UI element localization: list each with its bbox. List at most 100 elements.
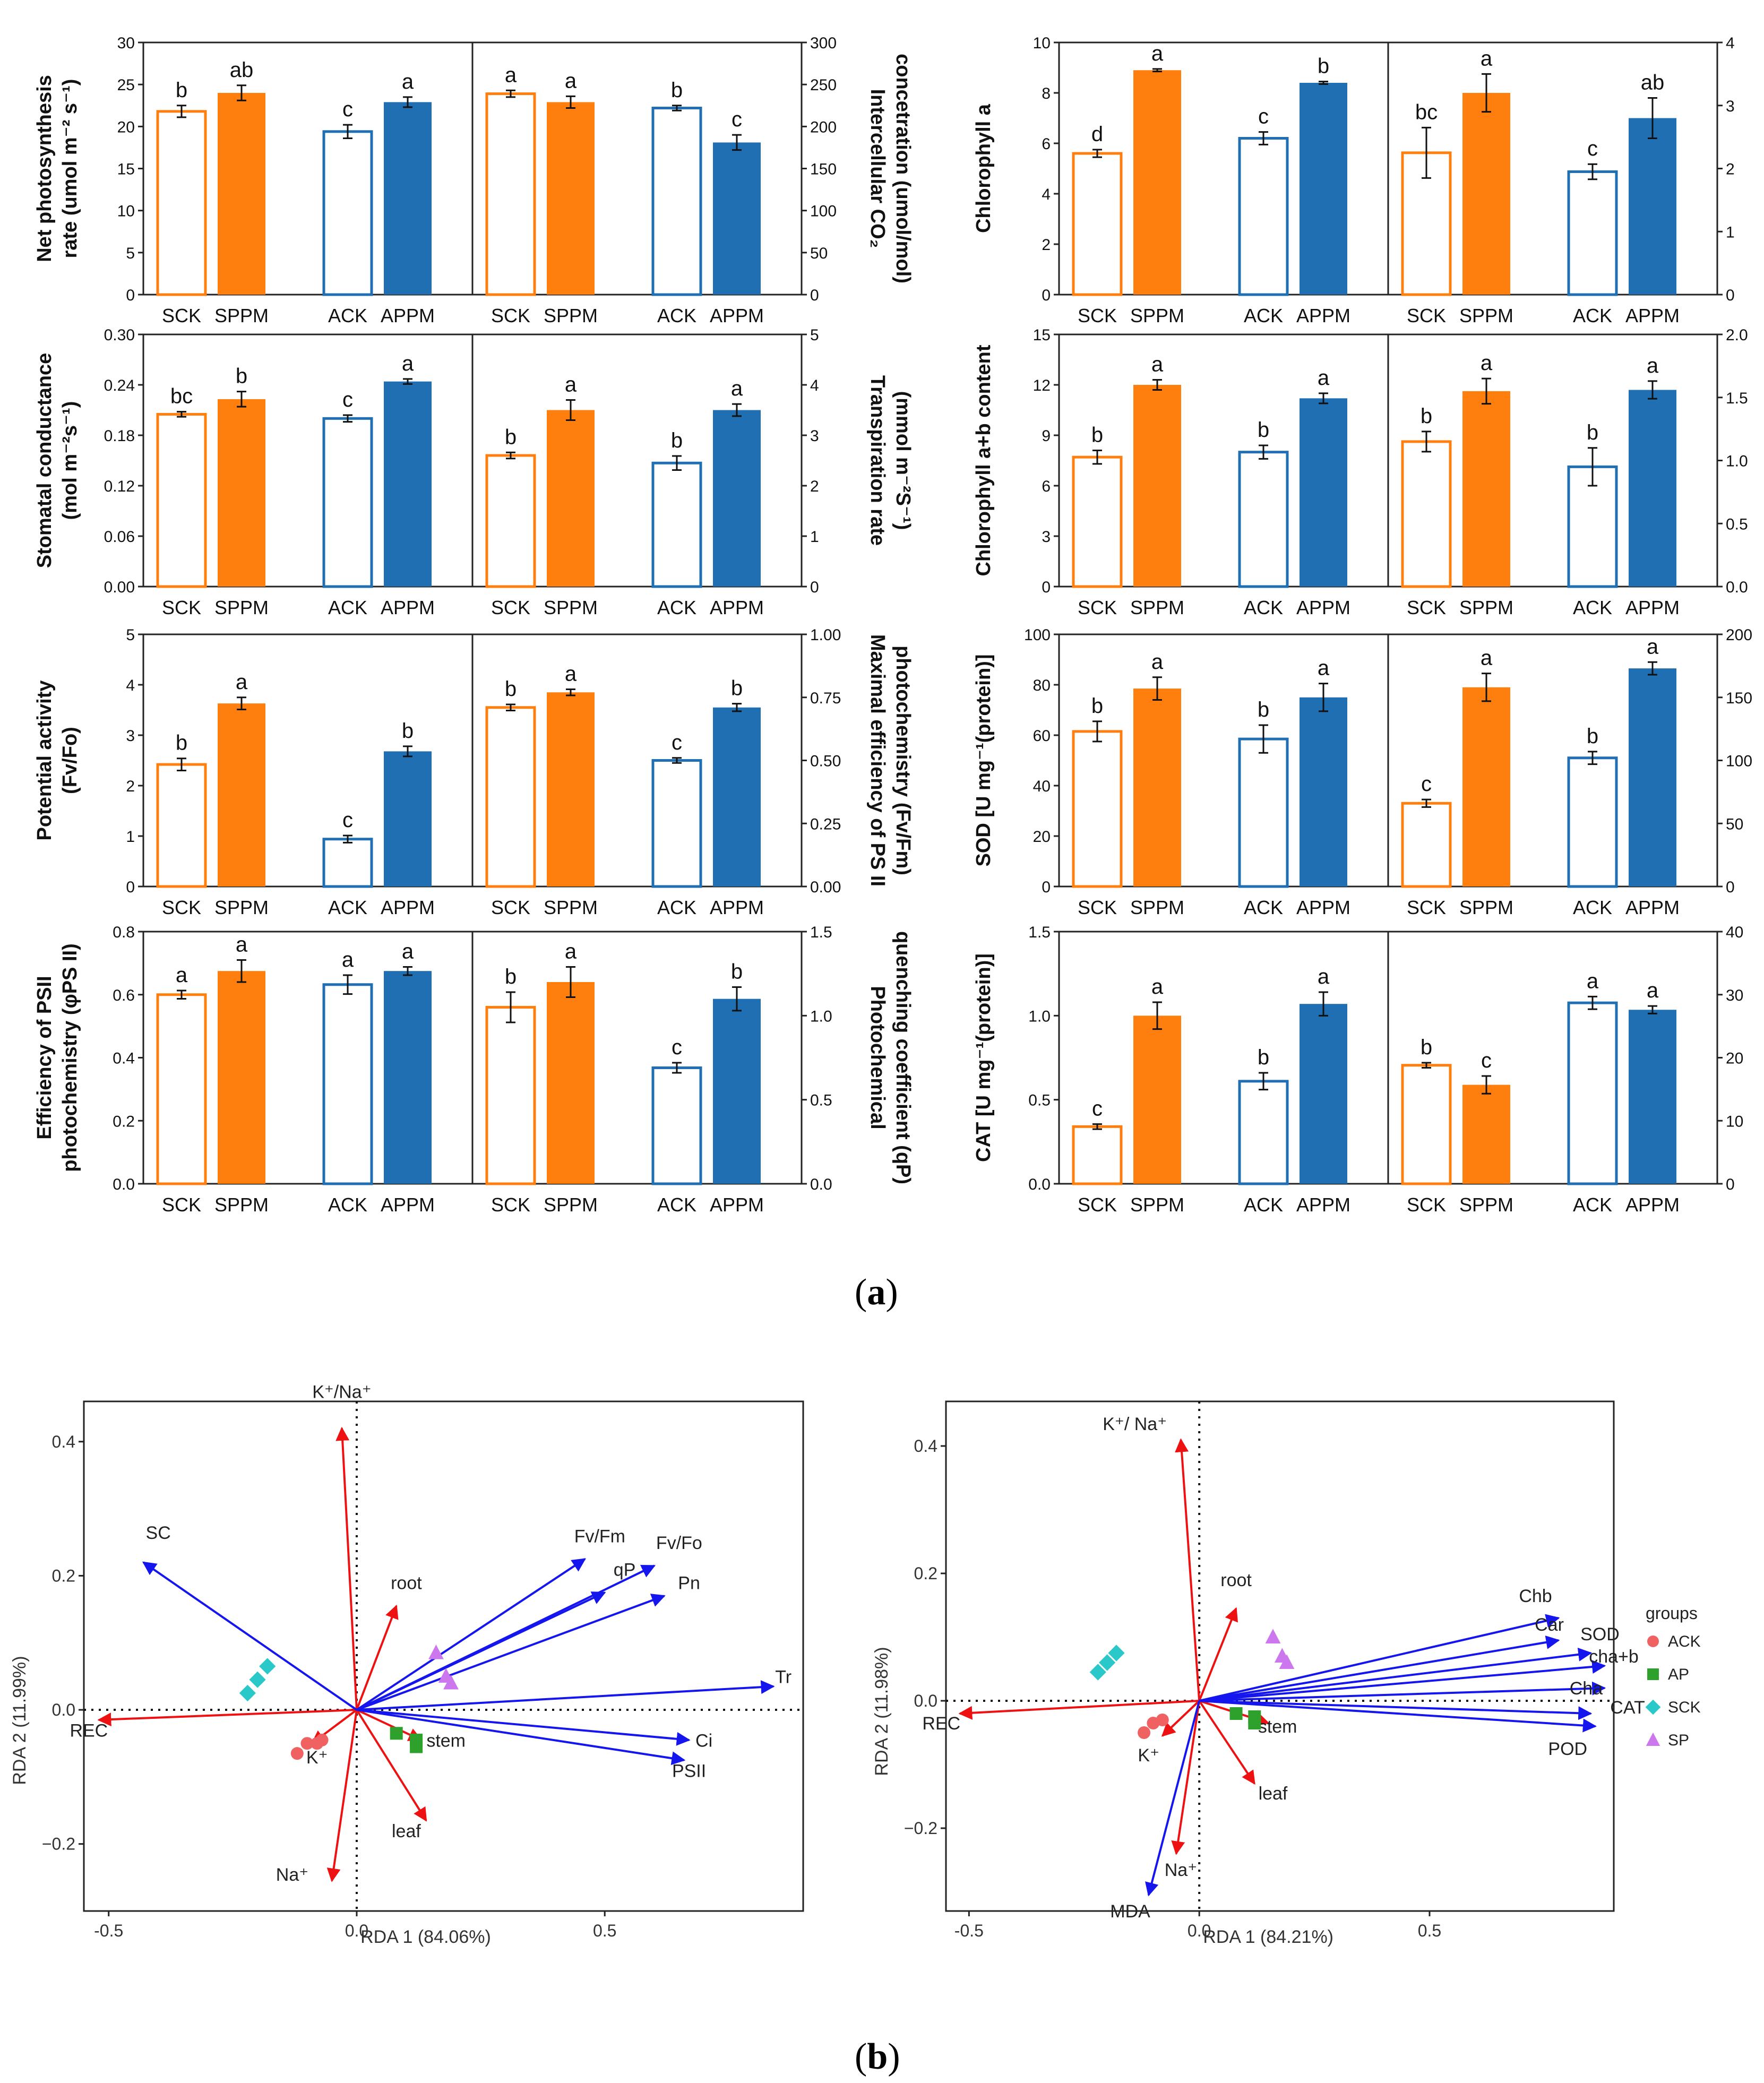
bar-sck [1401,440,1452,588]
bar-sppm [218,399,265,587]
y-axis-label: Chlorophyll a [973,104,995,233]
panel-sod-pod: 0 20 40 60 80 100 SOD [U mg⁻¹(protein)] 0 50 100 1… [973,626,1752,896]
category-label: APPM [1625,897,1680,918]
cat-mda-right-series: b SCK c SPPM a ACK a APPM [1401,969,1680,1216]
significance-letter: a [1318,657,1330,680]
y-tick-label: 0 [1042,879,1051,896]
bar-sck [1072,1125,1123,1185]
y2-tick-label: 0 [1726,287,1735,304]
x-axis-label: RDA 1 (84.06%) [360,1927,491,1947]
y2-axis-label: photochemistry (Fv/Fm) [892,645,914,875]
panel-qpsii-qp: 0.0 0.2 0.4 0.6 0.8 Efficiency of PSII photoch… [33,924,914,1193]
y2-tick-label: 150 [1726,690,1752,707]
arrow-label: stem [1258,1717,1297,1737]
y-tick-label: 12 [1033,377,1051,394]
bar-sppm [1462,1084,1510,1184]
y-tick-label: 5 [126,626,135,644]
point-ack [1647,1636,1659,1647]
significance-letter: c [342,388,353,411]
significance-letter: a [236,670,248,694]
y-tick-label: 20 [1033,828,1051,846]
y-tick-label: 0 [1042,287,1051,304]
panel-fvfo-fvfm: 0 1 2 3 4 5 Potential activity (Fv/Fo) 0.00 0.25 0… [33,626,914,896]
significance-letter: a [565,373,577,397]
bar-sppm [218,703,265,886]
chlab-car-right-series: b SCK a SPPM b ACK a APPM [1401,351,1680,618]
panel-chlab-car: 0 3 6 9 12 15 Chlorophyll a+b content 0.0 0.5 1.0… [973,326,1748,596]
arrow-label: Pn [678,1573,700,1594]
arrow-red [1161,1700,1200,1737]
point-sck [1099,1654,1116,1671]
significance-letter: b [1587,421,1598,444]
y-axis-label: RDA 2 (11.98%) [872,1647,892,1776]
arrow-red [1171,1700,1201,1855]
category-label: SCK [1078,1194,1117,1216]
arrow-label: SC [146,1523,171,1543]
y-tick-label: 0.18 [104,427,135,445]
category-label: SPPM [1130,305,1184,326]
bar-appm [713,410,761,587]
y-tick-label: −0.2 [42,1835,75,1854]
significance-letter: a [236,933,248,956]
y2-tick-label: 20 [1726,1050,1743,1068]
category-label: ACK [1244,597,1283,618]
arrow-label: K⁺/ Na⁺ [1103,1414,1167,1434]
y2-axis-label: Transpiration rate [866,375,889,546]
y2-tick-label: 5 [810,326,819,344]
point-ap [1248,1710,1261,1723]
bar-sppm [1462,687,1510,886]
arrow-label: REC [922,1714,960,1734]
y-axis-label: CAT [U mg⁻¹(protein)] [973,953,995,1162]
y2-tick-label: 0.00 [810,879,841,896]
significance-letter: bc [170,385,193,408]
category-label: ACK [1244,305,1283,326]
arrow-label: K⁺/Na⁺ [312,1382,371,1402]
bar-appm [384,102,432,295]
category-label: SCK [162,897,201,918]
category-label: APPM [381,897,435,918]
y-tick-label: 0.2 [914,1564,937,1583]
significance-letter: b [1587,725,1598,748]
y2-tick-label: 4 [1726,35,1735,52]
category-label: ACK [1573,597,1612,618]
bar-appm [1300,697,1347,886]
chla-chlb-right-series: bc SCK a SPPM c ACK ab APPM [1401,47,1680,326]
point-sck [1645,1699,1661,1715]
qpsii-qp-left-series: a SCK a SPPM a ACK a APPM [156,933,435,1216]
significance-letter: a [565,940,577,963]
bar-sck [156,412,207,588]
significance-letter: a [1318,965,1330,988]
x-axis-label: RDA 1 (84.21%) [1203,1927,1333,1947]
panel-pn-ci: 0 5 10 15 20 25 30 Net photosynthesis rate (umol… [33,35,914,304]
y-tick-label: 10 [117,203,135,220]
point-sck [1108,1645,1125,1662]
y-tick-label: 0 [1042,579,1051,596]
point-sp [1265,1629,1281,1643]
y2-axis-label: Intercellular CO₂ [866,89,889,248]
bar-sppm [1133,385,1181,587]
significance-letter: c [1481,1049,1492,1072]
y2-tick-label: 1.0 [810,1008,832,1025]
significance-letter: a [1318,366,1330,390]
y2-tick-label: 4 [810,377,819,394]
y2-tick-label: 0 [810,579,819,596]
arrow-label: Car [1535,1615,1564,1635]
significance-letter: c [1587,137,1598,160]
category-label: APPM [710,1194,764,1216]
arrow-label: Ci [695,1731,712,1751]
bar-appm [1300,83,1347,295]
y-tick-label: 2 [126,778,135,795]
y2-tick-label: 200 [810,118,837,136]
category-label: SPPM [214,897,269,918]
arrow-label: REC [70,1721,108,1741]
arrow-red [335,1426,358,1710]
y-tick-label: 100 [1024,626,1051,644]
significance-letter: c [672,1036,682,1059]
category-label: ACK [328,897,367,918]
legend-label: ACK [1668,1633,1701,1650]
point-ack [1156,1714,1169,1726]
y2-tick-label: 1.5 [810,924,832,941]
x-tick-label: -0.5 [94,1921,123,1940]
